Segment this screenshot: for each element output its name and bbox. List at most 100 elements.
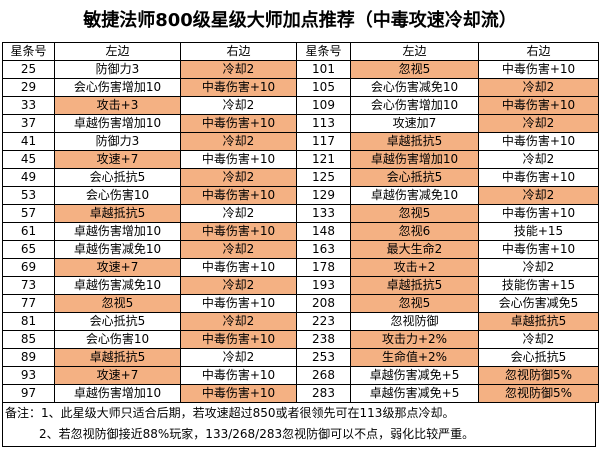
table-row: 49 会心抵抗5 冷却2 125 会心抵抗5 中毒伤害+10	[2, 168, 599, 187]
table-cell: 223	[296, 312, 351, 331]
table-row: 25 防御力3 冷却2 101 忽视5 中毒伤害+10	[2, 60, 599, 79]
table-cell: 中毒伤害+10	[180, 384, 297, 403]
table-cell: 冷却2	[180, 96, 297, 115]
note-line: 备注：1、此星级大师只适合后期，若攻速超过850或者很领先可在113级那点冷却。	[5, 406, 455, 420]
table-cell: 208	[296, 294, 351, 313]
table-row: 81 会心抵抗5 冷却2 223 忽视防御 卓越抵抗5	[2, 312, 599, 331]
table-cell: 卓越伤害增加10	[54, 222, 181, 241]
table-cell: 73	[2, 276, 55, 295]
table-cell: 忽视5	[350, 294, 479, 313]
table-cell: 会心伤害增加10	[350, 96, 479, 115]
table-cell: 41	[2, 132, 55, 151]
table-cell: 卓越伤害减免+5	[350, 366, 479, 385]
table-row: 89 卓越抵抗5 冷却2 253 生命值+2% 会心抵抗5	[2, 348, 599, 367]
table-cell: 会心抵抗5	[54, 312, 181, 331]
table-cell: 冷却2	[478, 330, 599, 349]
table-cell: 忽视5	[54, 294, 181, 313]
table-cell: 253	[296, 348, 351, 367]
table-cell: 会心伤害减免10	[350, 78, 479, 97]
table-cell: 冷却2	[478, 114, 599, 133]
header-cell: 星条号	[296, 42, 351, 61]
table-cell: 中毒伤害+10	[478, 132, 599, 151]
table-row: 93 攻速+7 中毒伤害+10 268 卓越伤害减免+5 忽视防御5%	[2, 366, 599, 385]
table-cell: 117	[296, 132, 351, 151]
table-cell: 冷却2	[478, 78, 599, 97]
table-cell: 生命值+2%	[350, 348, 479, 367]
table-cell: 忽视5	[350, 60, 479, 79]
table-cell: 忽视6	[350, 222, 479, 241]
table-cell: 卓越抵抗5	[350, 276, 479, 295]
table-cell: 冷却2	[180, 240, 297, 259]
table-cell: 中毒伤害+10	[478, 168, 599, 187]
table-cell: 81	[2, 312, 55, 331]
table-cell: 冷却2	[478, 150, 599, 169]
table: 星条号 左边 右边 星条号 左边 右边 25 防御力3 冷却2 101 忽视5 中毒伤害+10 29 会心…	[2, 42, 599, 403]
table-cell: 冷却2	[180, 204, 297, 223]
table-cell: 45	[2, 150, 55, 169]
table-cell: 冷却2	[180, 168, 297, 187]
table-row: 73 卓越伤害减免10 冷却2 193 卓越抵抗5 技能伤害+15	[2, 276, 599, 295]
table-cell: 卓越伤害增加10	[350, 150, 479, 169]
table-cell: 49	[2, 168, 55, 187]
table-row: 29 会心伤害增加10 中毒伤害+10 105 会心伤害减免10 冷却2	[2, 78, 599, 97]
table-cell: 69	[2, 258, 55, 277]
table-cell: 冷却2	[180, 276, 297, 295]
table-cell: 技能伤害+15	[478, 276, 599, 295]
table-cell: 冷却2	[180, 60, 297, 79]
table-cell: 卓越伤害减免10	[350, 186, 479, 205]
table-cell: 29	[2, 78, 55, 97]
table-cell: 85	[2, 330, 55, 349]
table-cell: 攻速+7	[54, 258, 181, 277]
table-cell: 283	[296, 384, 351, 403]
table-cell: 178	[296, 258, 351, 277]
table-row: 77 忽视5 中毒伤害+10 208 忽视5 会心伤害减免5	[2, 294, 599, 313]
table-cell: 卓越抵抗5	[54, 204, 181, 223]
table-row: 37 卓越伤害增加10 中毒伤害+10 113 攻速加7 冷却2	[2, 114, 599, 133]
table-cell: 会心伤害减免5	[478, 294, 599, 313]
table-cell: 中毒伤害+10	[478, 96, 599, 115]
table-cell: 193	[296, 276, 351, 295]
header-cell: 左边	[54, 42, 181, 61]
table-cell: 中毒伤害+10	[180, 222, 297, 241]
table-row: 53 会心伤害10 中毒伤害+10 129 卓越伤害减免10 冷却2	[2, 186, 599, 205]
table-cell: 会心伤害10	[54, 330, 181, 349]
table-cell: 冷却2	[180, 132, 297, 151]
table-cell: 防御力3	[54, 60, 181, 79]
table-cell: 101	[296, 60, 351, 79]
table-cell: 25	[2, 60, 55, 79]
table-cell: 中毒伤害+10	[180, 150, 297, 169]
table-row: 57 卓越抵抗5 冷却2 133 忽视5 中毒伤害+10	[2, 204, 599, 223]
header-cell: 右边	[478, 42, 599, 61]
table-cell: 卓越伤害减免10	[54, 276, 181, 295]
table-cell: 121	[296, 150, 351, 169]
table-cell: 忽视防御5%	[478, 384, 599, 403]
table-cell: 攻击+2	[350, 258, 479, 277]
table-cell: 163	[296, 240, 351, 259]
table-cell: 125	[296, 168, 351, 187]
table-cell: 中毒伤害+10	[180, 366, 297, 385]
table-cell: 卓越抵抗5	[350, 132, 479, 151]
table-cell: 65	[2, 240, 55, 259]
table-cell: 最大生命2	[350, 240, 479, 259]
table-cell: 攻速+7	[54, 150, 181, 169]
table-cell: 冷却2	[478, 186, 599, 205]
table-cell: 中毒伤害+10	[180, 330, 297, 349]
table-cell: 卓越伤害增加10	[54, 114, 181, 133]
table-cell: 卓越伤害增加10	[54, 384, 181, 403]
table-cell: 中毒伤害+10	[478, 60, 599, 79]
table-cell: 中毒伤害+10	[180, 114, 297, 133]
table-cell: 37	[2, 114, 55, 133]
table-cell: 攻速加7	[350, 114, 479, 133]
table-cell: 89	[2, 348, 55, 367]
table-cell: 113	[296, 114, 351, 133]
notes: 备注：1、此星级大师只适合后期，若攻速超过850或者很领先可在113级那点冷却。…	[2, 403, 596, 447]
table-cell: 61	[2, 222, 55, 241]
table-cell: 77	[2, 294, 55, 313]
table-cell: 129	[296, 186, 351, 205]
table-cell: 会心伤害增加10	[54, 78, 181, 97]
table-row: 65 卓越伤害减免10 冷却2 163 最大生命2 中毒伤害+10	[2, 240, 599, 259]
table-cell: 卓越抵抗5	[54, 348, 181, 367]
table-cell: 109	[296, 96, 351, 115]
table-row: 69 攻速+7 中毒伤害+10 178 攻击+2 冷却2	[2, 258, 599, 277]
